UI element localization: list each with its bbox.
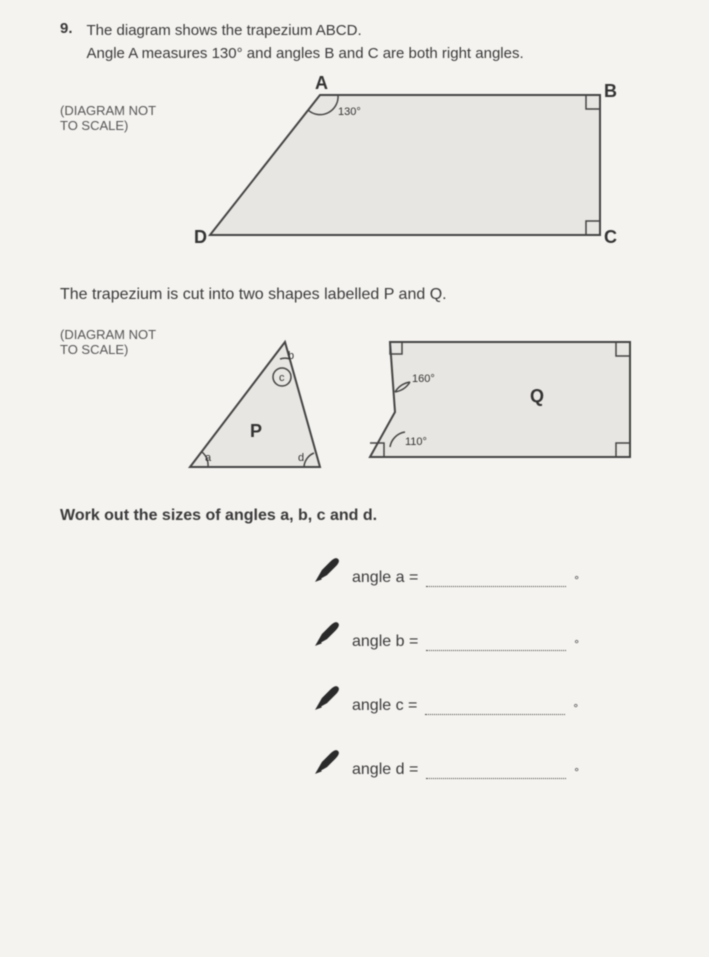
diagram-trapezium: (DIAGRAM NOT TO SCALE) 130° A B C D — [60, 75, 669, 265]
vertex-d: D — [194, 227, 207, 247]
answer-row-c: angle c = ° — [310, 681, 669, 715]
answer-label-a: angle a = — [352, 569, 418, 587]
diagram-note-2: (DIAGRAM NOT TO SCALE) — [60, 327, 180, 357]
answer-label-b: angle b = — [352, 633, 418, 651]
instruction: Work out the sizes of angles a, b, c and… — [60, 507, 669, 525]
label-110: 110° — [405, 436, 427, 448]
shape-p — [190, 342, 320, 467]
answer-row-d: angle d = ° — [310, 745, 669, 779]
answer-blank-c[interactable] — [425, 701, 565, 715]
answer-label-c: angle c = — [352, 697, 417, 715]
diagram-pq: (DIAGRAM NOT TO SCALE) a d b c P 160° — [60, 317, 669, 487]
note-line2: TO SCALE) — [60, 118, 180, 133]
question-line2: Angle A measures 130° and angles B and C… — [87, 43, 524, 66]
angle-a-label: 130° — [338, 106, 361, 118]
diagram-note-1: (DIAGRAM NOT TO SCALE) — [60, 103, 180, 133]
vertex-c: C — [604, 227, 617, 247]
answer-unit-b: ° — [574, 637, 579, 651]
shape-p-svg: a d b c P — [170, 327, 340, 477]
vertex-b: B — [604, 81, 617, 101]
note-line1: (DIAGRAM NOT — [60, 103, 180, 118]
label-160: 160° — [412, 373, 435, 385]
question-body: The diagram shows the trapezium ABCD. An… — [87, 20, 524, 65]
label-b: b — [288, 350, 294, 362]
pen-icon — [310, 617, 344, 651]
label-q: Q — [530, 386, 544, 406]
label-c: c — [279, 372, 285, 384]
pen-icon — [310, 553, 344, 587]
shape-q-svg: 160° 110° Q — [350, 327, 650, 477]
answer-row-a: angle a = ° — [310, 553, 669, 587]
answer-unit-d: ° — [574, 765, 579, 779]
question-number: 9. — [60, 20, 73, 37]
question-header: 9. The diagram shows the trapezium ABCD.… — [60, 20, 669, 65]
pen-icon — [310, 681, 344, 715]
answer-row-b: angle b = ° — [310, 617, 669, 651]
note2-line2: TO SCALE) — [60, 342, 180, 357]
answer-blank-a[interactable] — [426, 573, 566, 587]
label-d: d — [298, 452, 304, 464]
note2-line1: (DIAGRAM NOT — [60, 327, 180, 342]
answer-blank-d[interactable] — [426, 765, 566, 779]
answer-label-d: angle d = — [352, 761, 418, 779]
pen-icon — [310, 745, 344, 779]
text-between: The trapezium is cut into two shapes lab… — [60, 283, 669, 307]
answer-blank-b[interactable] — [426, 637, 566, 651]
vertex-a: A — [315, 75, 328, 93]
question-line1: The diagram shows the trapezium ABCD. — [87, 20, 524, 43]
answers-block: angle a = ° angle b = ° angle c = ° angl… — [310, 553, 669, 779]
answer-unit-c: ° — [573, 701, 578, 715]
trapezium-shape — [210, 95, 600, 235]
label-p: P — [250, 421, 262, 441]
answer-unit-a: ° — [574, 573, 579, 587]
trapezium-svg: 130° A B C D — [180, 75, 620, 255]
label-a: a — [205, 452, 212, 464]
